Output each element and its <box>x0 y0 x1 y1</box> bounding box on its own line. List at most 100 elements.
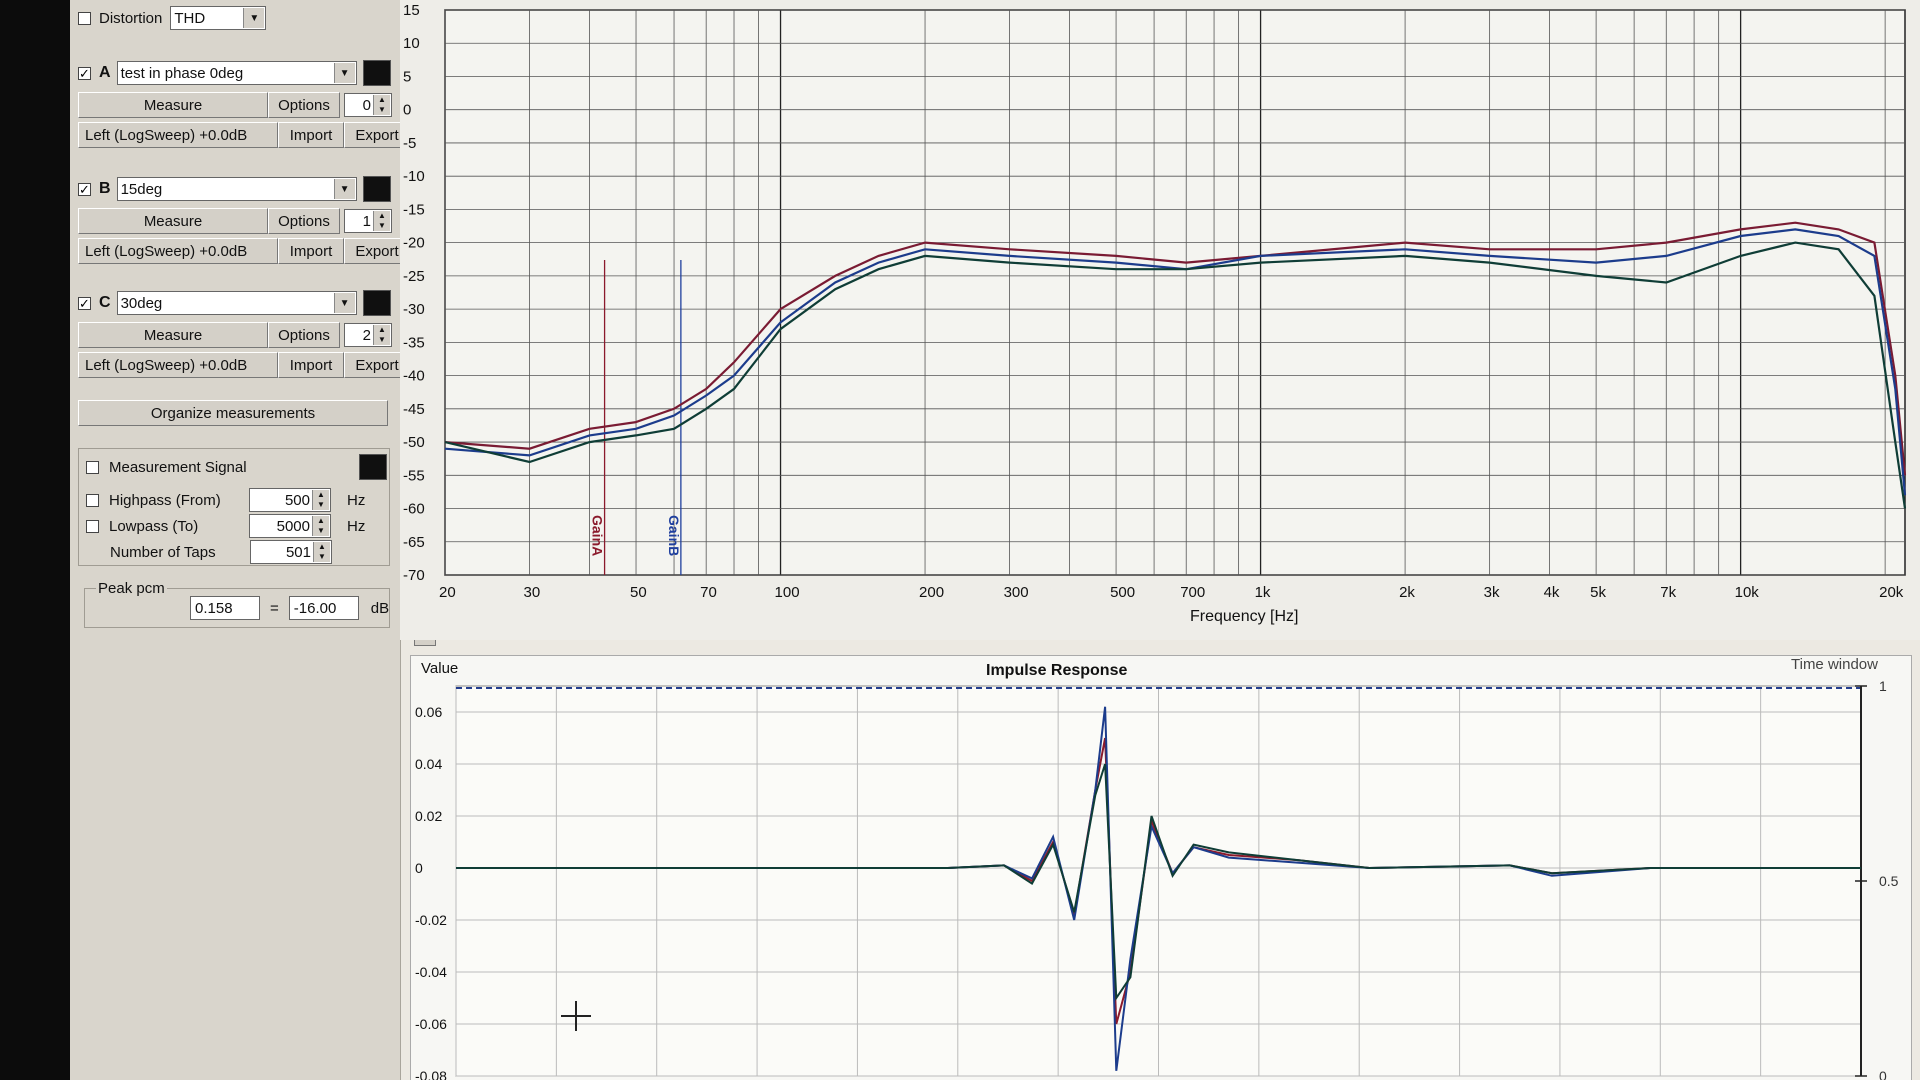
chevron-down-icon[interactable]: ▼ <box>333 293 355 313</box>
measurement-b-checkbox[interactable]: ✓ <box>78 181 91 197</box>
measurement-b-io: Left (LogSweep) +0.0dB Import Export <box>78 238 410 264</box>
taps-label: Number of Taps <box>110 543 216 561</box>
measurement-b-controls: Measure Options 1 ▲ ▼ <box>78 208 392 234</box>
ir-y-tick-label: -0.02 <box>415 912 447 928</box>
measurement-b-signal-label: Left (LogSweep) +0.0dB <box>78 238 278 264</box>
ir-y-tick-label: 0 <box>415 860 423 876</box>
up-down-arrow-icon[interactable]: ▲ ▼ <box>313 542 330 562</box>
signal-color-swatch[interactable] <box>359 454 387 480</box>
highpass-label: Highpass (From) <box>109 491 221 509</box>
chevron-down-icon[interactable]: ▼ <box>333 63 355 83</box>
measurement-signal-checkbox[interactable] <box>86 460 99 474</box>
up-down-arrow-icon[interactable]: ▲ ▼ <box>312 516 329 536</box>
ir-y-tick-label: -0.06 <box>415 1016 447 1032</box>
measurement-a-signal-label: Left (LogSweep) +0.0dB <box>78 122 278 148</box>
measurement-a-measure-button[interactable]: Measure <box>78 92 268 118</box>
highpass-input[interactable]: 500 ▲ ▼ <box>249 488 331 512</box>
up-down-arrow-icon[interactable]: ▲ ▼ <box>373 211 390 231</box>
chevron-down-icon[interactable]: ▼ <box>333 179 355 199</box>
ir-right-tick-label: 0.5 <box>1879 873 1899 889</box>
measurement-c-export-button[interactable]: Export <box>344 352 410 378</box>
measurement-a-io: Left (LogSweep) +0.0dB Import Export <box>78 122 410 148</box>
measurement-a-checkbox[interactable]: ✓ <box>78 65 91 81</box>
frequency-response-svg[interactable]: 151050-5-10-15-20-25-30-35-40-45-50-55-6… <box>400 0 1920 640</box>
measurement-b-name-select[interactable]: 15deg ▼ <box>116 177 357 201</box>
measurement-b-header: ✓ B 15deg ▼ <box>78 176 391 202</box>
measurement-a-export-button[interactable]: Export <box>344 122 410 148</box>
chevron-down-icon[interactable]: ▼ <box>243 8 265 28</box>
fr-y-tick-label: -45 <box>403 401 425 418</box>
measurement-b-export-button[interactable]: Export <box>344 238 410 264</box>
lowpass-value: 5000 <box>276 517 310 535</box>
fr-x-tick-label: 50 <box>630 584 647 601</box>
fr-y-tick-label: -65 <box>403 534 425 551</box>
peak-pcm-input[interactable]: 0.158 <box>190 596 260 620</box>
peak-label: Peak pcm <box>96 580 167 597</box>
measurement-signal-label: Measurement Signal <box>109 458 247 476</box>
fr-x-tick-label: 5k <box>1590 584 1606 601</box>
taps-value: 501 <box>285 543 311 561</box>
measurement-sidebar: Distortion THD ▼ ✓ A test in phase 0deg … <box>70 0 410 1080</box>
measurement-b-import-button[interactable]: Import <box>278 238 344 264</box>
measurement-c-options-button[interactable]: Options <box>268 322 340 348</box>
measurement-c-index: 2 <box>362 326 371 344</box>
measurement-b-measure-button[interactable]: Measure <box>78 208 268 234</box>
up-down-arrow-icon[interactable]: ▲ ▼ <box>373 325 390 345</box>
peak-db-input[interactable]: -16.00 <box>288 596 359 620</box>
fr-y-tick-label: -15 <box>403 201 425 218</box>
ir-right-tick-label: 1 <box>1879 678 1887 694</box>
fr-y-tick-label: -30 <box>403 301 425 318</box>
fr-y-tick-label: -35 <box>403 334 425 351</box>
fr-x-tick-label: 7k <box>1660 584 1676 601</box>
measurement-c-letter: C <box>99 294 111 311</box>
ir-y-tick-label: 0.06 <box>415 704 442 720</box>
ir-y-tick-label: 0.02 <box>415 808 442 824</box>
organize-measurements-button[interactable]: Organize measurements <box>78 400 388 426</box>
measurement-b-color-swatch[interactable] <box>362 176 391 202</box>
fr-x-tick-label: 20k <box>1879 584 1904 601</box>
measurement-c-color-swatch[interactable] <box>362 290 391 316</box>
fr-y-tick-label: 10 <box>403 35 420 52</box>
fr-y-tick-label: -50 <box>403 434 425 451</box>
measurement-c-checkbox[interactable]: ✓ <box>78 295 91 311</box>
fr-y-tick-label: 5 <box>403 68 411 85</box>
highpass-unit: Hz <box>347 491 366 509</box>
distortion-checkbox[interactable] <box>78 11 91 25</box>
impulse-response-svg[interactable]: 0.06 0.04 0.02 0 -0.02 -0.04 -0.06 -0.08 1 0.5 0 <box>411 656 1911 1080</box>
organize-row: Organize measurements <box>78 400 388 426</box>
measurement-a-index-spinner[interactable]: 0 ▲ ▼ <box>344 93 392 117</box>
measurement-a-header: ✓ A test in phase 0deg ▼ <box>78 60 391 86</box>
measurement-a-import-button[interactable]: Import <box>278 122 344 148</box>
highpass-checkbox[interactable] <box>86 493 99 507</box>
fr-y-tick-label: -5 <box>403 135 416 152</box>
fr-x-tick-label: 4k <box>1544 584 1560 601</box>
frequency-response-chart: 15 10 5 0 -5 -10 -15 -20 -25 -30 -35 -40 -45 -50 -55 -6… <box>400 0 1920 640</box>
distortion-select[interactable]: THD ▼ <box>170 6 267 30</box>
measurement-c-controls: Measure Options 2 ▲ ▼ <box>78 322 392 348</box>
lowpass-input[interactable]: 5000 ▲ ▼ <box>249 514 331 538</box>
ir-y-tick-label: -0.04 <box>415 964 447 980</box>
measurement-a-color-swatch[interactable] <box>362 60 391 86</box>
measurement-c-index-spinner[interactable]: 2 ▲ ▼ <box>344 323 392 347</box>
measurement-c-signal-label: Left (LogSweep) +0.0dB <box>78 352 278 378</box>
measurement-c-io: Left (LogSweep) +0.0dB Import Export <box>78 352 410 378</box>
measurement-a-name-select[interactable]: test in phase 0deg ▼ <box>116 61 357 85</box>
taps-input[interactable]: 501 ▲ ▼ <box>250 540 332 564</box>
fr-y-tick-label: -20 <box>403 235 425 252</box>
fr-y-tick-label: 15 <box>403 2 420 19</box>
fr-x-tick-label: 1k <box>1255 584 1271 601</box>
impulse-title: Impulse Response <box>986 662 1128 679</box>
lowpass-checkbox[interactable] <box>86 519 99 533</box>
measurement-c-header: ✓ C 30deg ▼ <box>78 290 391 316</box>
measurement-c-measure-button[interactable]: Measure <box>78 322 268 348</box>
measurement-c-name-select[interactable]: 30deg ▼ <box>116 291 357 315</box>
measurement-a-index: 0 <box>362 96 371 114</box>
measurement-b-index-spinner[interactable]: 1 ▲ ▼ <box>344 209 392 233</box>
up-down-arrow-icon[interactable]: ▲ ▼ <box>312 490 329 510</box>
measurement-c-import-button[interactable]: Import <box>278 352 344 378</box>
measurement-b-options-button[interactable]: Options <box>268 208 340 234</box>
up-down-arrow-icon[interactable]: ▲ ▼ <box>373 95 390 115</box>
lowpass-row: Lowpass (To) 5000 ▲ ▼ Hz <box>86 514 365 538</box>
fr-y-tick-label: -55 <box>403 467 425 484</box>
measurement-a-options-button[interactable]: Options <box>268 92 340 118</box>
